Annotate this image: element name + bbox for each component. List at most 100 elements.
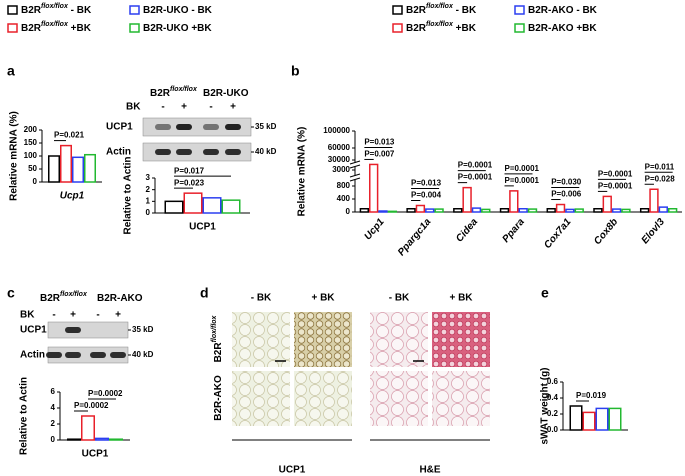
bar	[621, 208, 631, 213]
bar	[481, 208, 491, 213]
bk-sign: +	[181, 102, 187, 113]
x-tick-label: Cox8b	[592, 217, 620, 247]
y-tick-label: 1	[146, 196, 151, 205]
legend-label: B2R-AKO +BK	[528, 23, 597, 34]
y-tick-label: 0	[51, 435, 56, 444]
axis-break-mark	[349, 164, 361, 169]
column-label: + BK	[311, 293, 335, 304]
blot-row-label: UCP1	[106, 122, 133, 133]
genotype-label: B2R-UKO	[203, 88, 249, 99]
histology-image	[232, 312, 290, 367]
bar	[67, 438, 81, 441]
y-tick-label: 200	[24, 125, 38, 134]
text-part: B2R-UKO - BK	[143, 5, 213, 16]
x-tick-label: UCP1	[189, 222, 216, 233]
blot-band	[90, 352, 106, 358]
bar	[369, 163, 379, 213]
y-tick-label: 3000	[332, 165, 350, 174]
bar	[387, 210, 398, 213]
x-tick-label: Ucp1	[363, 216, 387, 242]
text-part: B2R	[406, 5, 427, 16]
text-part: - BK	[68, 5, 92, 16]
y-tick-label: 100000	[323, 126, 350, 135]
legend-swatch	[129, 5, 140, 15]
histology-image	[432, 312, 490, 367]
legend-swatch	[514, 5, 525, 15]
bar	[378, 210, 388, 213]
legend-label: B2R-UKO +BK	[143, 23, 212, 34]
p-value: P=0.021	[54, 131, 85, 140]
row-label: B2Rflox/flox	[211, 314, 223, 362]
blot-strip	[47, 321, 129, 339]
genotype-label: B2Rflox/flox	[150, 86, 198, 98]
bk-sign: +	[230, 102, 236, 113]
x-tick-label: UCP1	[82, 449, 109, 460]
blot-band	[225, 124, 241, 130]
panel-label: a	[7, 63, 15, 79]
text-part: flox/flox	[41, 3, 69, 10]
bk-label: BK	[20, 310, 35, 321]
y-tick-label: 0.4	[547, 393, 559, 402]
y-axis-label: Relative to Actin	[19, 377, 30, 455]
x-tick-label: Cox7a1	[542, 216, 574, 251]
blot-row-label: Actin	[106, 147, 131, 158]
text-part: flox/flox	[41, 21, 69, 28]
text-part: B2R-UKO +BK	[143, 23, 212, 34]
bk-sign: +	[115, 310, 121, 321]
bar	[359, 208, 370, 213]
text-part: flox/flox	[426, 3, 454, 10]
text-part: B2R	[213, 342, 224, 363]
p-value: P=0.0001	[598, 182, 633, 191]
text-part: B2R	[40, 293, 61, 304]
bar	[569, 405, 583, 431]
bar	[425, 208, 435, 213]
bar	[639, 208, 650, 213]
legend-label: B2Rflox/flox +BK	[406, 21, 477, 33]
bar	[471, 207, 482, 213]
bar	[582, 411, 596, 431]
bar	[164, 200, 184, 214]
blot-band	[110, 352, 126, 358]
group-label: UCP1	[279, 465, 306, 476]
p-value: P=0.0001	[458, 161, 493, 170]
blot-band	[176, 149, 192, 155]
bar	[202, 197, 222, 214]
legend-label: B2R-AKO - BK	[528, 5, 598, 16]
bk-label: BK	[126, 102, 141, 113]
histology-image	[370, 371, 428, 426]
y-tick-label: 50	[28, 164, 37, 173]
histology-image	[294, 371, 352, 426]
x-tick-label: Ucp1	[60, 191, 85, 202]
bk-sign: -	[209, 102, 212, 113]
bar	[565, 208, 575, 213]
bar	[546, 208, 556, 213]
bar	[95, 437, 109, 441]
bar	[667, 208, 678, 213]
x-tick-label: Elovl3	[640, 216, 668, 246]
legend-label: B2Rflox/flox - BK	[21, 3, 92, 15]
histology-image	[432, 371, 490, 426]
p-value: P=0.0001	[598, 170, 633, 179]
p-value: P=0.019	[576, 391, 607, 400]
blot-row-label: UCP1	[20, 325, 47, 336]
bar	[72, 156, 84, 183]
bar	[221, 199, 241, 214]
bar	[81, 415, 95, 441]
text-part: - BK	[453, 5, 477, 16]
marker-label: 35 kD	[255, 122, 277, 131]
bar	[658, 206, 668, 213]
bar	[406, 208, 416, 213]
blot-band	[203, 149, 219, 155]
histology-image	[232, 371, 290, 426]
p-value: P=0.0001	[504, 164, 539, 173]
legend-swatch	[129, 23, 140, 33]
axis-break-mark	[349, 177, 361, 182]
p-value: P=0.013	[411, 179, 442, 188]
text-part: B2R-AKO	[97, 293, 143, 304]
y-axis-label: Relative to Actin	[123, 157, 134, 235]
row-label: B2R-AKO	[213, 375, 224, 421]
text-part: B2R	[21, 23, 42, 34]
bar	[183, 192, 203, 214]
panel-label: b	[291, 63, 300, 79]
